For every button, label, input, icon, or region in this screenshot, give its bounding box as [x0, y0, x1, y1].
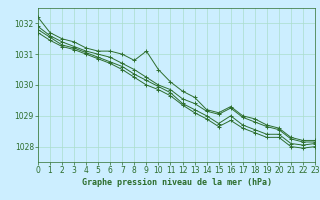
- X-axis label: Graphe pression niveau de la mer (hPa): Graphe pression niveau de la mer (hPa): [82, 178, 271, 187]
